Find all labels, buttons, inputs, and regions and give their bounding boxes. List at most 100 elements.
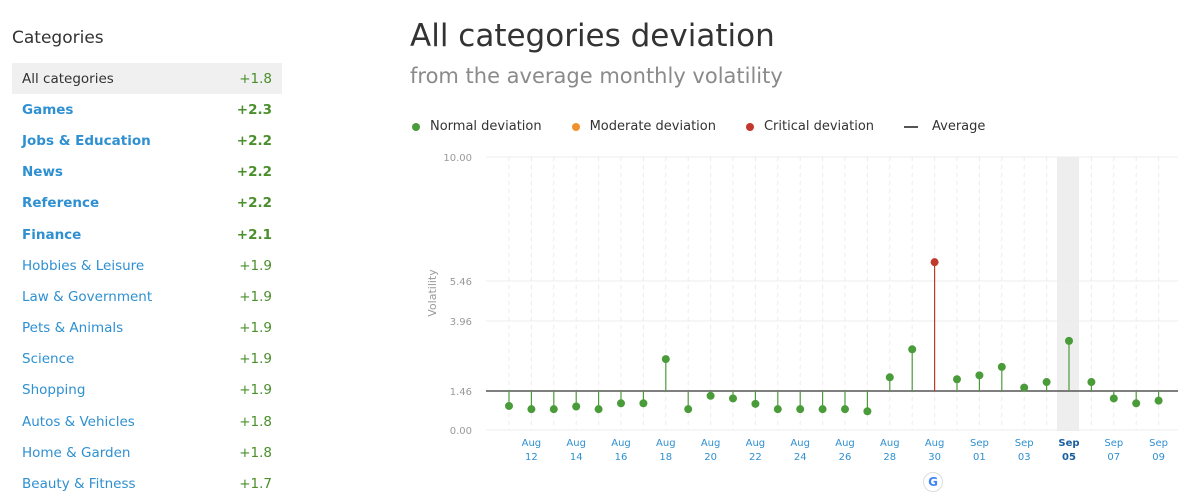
data-point: [729, 394, 737, 403]
data-point: [751, 399, 760, 408]
data-point: [997, 362, 1006, 371]
category-value: +2.2: [236, 195, 272, 212]
x-tick-month: Sep: [1149, 438, 1168, 449]
category-value: +1.8: [239, 413, 272, 430]
page-title: All categories deviation: [410, 18, 775, 54]
x-tick-day: 24: [794, 452, 807, 463]
data-point: [796, 405, 805, 414]
data-point: [885, 373, 894, 382]
category-item-home-garden[interactable]: Home & Garden +1.8: [12, 437, 282, 468]
category-value: +1.8: [239, 444, 272, 461]
data-point: [661, 355, 670, 364]
category-list: All categories +1.8 Games +2.3 Jobs & Ed…: [12, 63, 282, 500]
x-tick-month: Aug: [701, 438, 721, 449]
x-tick-day: 20: [704, 452, 717, 463]
category-value: +1.9: [239, 351, 272, 368]
x-tick-month: Aug: [656, 438, 676, 449]
category-label: Home & Garden: [22, 444, 131, 461]
category-item-games[interactable]: Games +2.3: [12, 94, 282, 125]
data-point: [594, 405, 603, 414]
data-point: [505, 401, 513, 410]
data-point: [841, 405, 849, 414]
category-item-reference[interactable]: Reference +2.2: [12, 188, 282, 219]
legend-critical[interactable]: Critical deviation: [745, 119, 875, 134]
x-tick-day: 28: [883, 452, 896, 463]
x-tick-day: 12: [525, 452, 538, 463]
x-tick-day: 01: [973, 452, 986, 463]
data-point: [1042, 378, 1051, 387]
x-tick-day: 18: [659, 452, 672, 463]
data-point: [863, 407, 872, 416]
data-point: [930, 258, 939, 267]
category-label: All categories: [22, 70, 114, 87]
category-item-autos-vehicles[interactable]: Autos & Vehicles +1.8: [12, 406, 282, 437]
category-item-news[interactable]: News +2.2: [12, 157, 282, 188]
data-point: [527, 405, 536, 414]
x-tick-day: 14: [570, 452, 583, 463]
moderate-dot-icon: [571, 122, 580, 131]
x-tick-day: 26: [839, 452, 852, 463]
category-value: +1.8: [239, 70, 272, 87]
legend-normal[interactable]: Normal deviation: [412, 119, 542, 134]
x-tick-month: Aug: [746, 438, 766, 449]
category-item-jobs-education[interactable]: Jobs & Education +2.2: [12, 125, 282, 156]
data-point: [1065, 336, 1073, 345]
category-value: +2.3: [236, 101, 272, 118]
category-item-finance[interactable]: Finance +2.1: [12, 219, 282, 250]
x-tick-month: Sep: [1058, 438, 1079, 449]
data-point: [975, 371, 984, 380]
y-tick-label: 10.00: [443, 153, 472, 164]
normal-dot-icon: [412, 122, 420, 131]
data-point: [639, 399, 648, 408]
category-item-shopping[interactable]: Shopping +1.9: [12, 375, 282, 406]
x-tick-month: Sep: [1015, 438, 1034, 449]
y-tick-label: 5.46: [450, 277, 472, 288]
category-label: Finance: [22, 226, 82, 243]
data-point: [908, 345, 917, 354]
category-value: +1.7: [239, 476, 272, 493]
category-item-law-government[interactable]: Law & Government +1.9: [12, 281, 282, 312]
x-tick-month: Aug: [880, 438, 900, 449]
x-tick-day: 30: [928, 452, 941, 463]
category-label: Jobs & Education: [22, 132, 151, 149]
average-line-icon: [904, 125, 919, 128]
x-tick-month: Aug: [522, 438, 542, 449]
category-item-beauty-fitness[interactable]: Beauty & Fitness +1.7: [12, 468, 282, 499]
x-tick-day: 09: [1152, 452, 1165, 463]
category-label: Reference: [22, 195, 100, 212]
x-tick-day: 07: [1107, 452, 1120, 463]
data-point: [617, 399, 625, 408]
y-tick-label: 0.00: [450, 426, 472, 437]
legend-critical-label: Critical deviation: [763, 119, 875, 134]
data-point: [549, 405, 558, 414]
category-label: News: [22, 164, 63, 181]
legend-average[interactable]: Average: [904, 119, 985, 134]
y-tick-label: 1.46: [450, 387, 472, 398]
category-item-all[interactable]: All categories +1.8: [12, 63, 282, 95]
category-label: Shopping: [22, 382, 86, 399]
x-tick-day: 05: [1062, 452, 1076, 463]
category-item-pets-animals[interactable]: Pets & Animals +1.9: [12, 313, 282, 344]
category-label: Science: [22, 351, 75, 368]
category-item-hobbies-leisure[interactable]: Hobbies & Leisure +1.9: [12, 250, 282, 281]
data-point: [1132, 399, 1141, 408]
category-label: Hobbies & Leisure: [22, 257, 145, 274]
legend-moderate-label: Moderate deviation: [589, 119, 716, 134]
data-point: [953, 375, 961, 384]
category-value: +2.2: [236, 164, 272, 181]
chart-legend: Normal deviation Moderate deviation Crit…: [412, 119, 1015, 134]
category-value: +2.2: [236, 132, 272, 149]
highlight-column: [1057, 157, 1079, 431]
legend-moderate[interactable]: Moderate deviation: [571, 119, 716, 134]
category-label: Pets & Animals: [22, 320, 124, 337]
category-label: Games: [22, 101, 74, 118]
x-tick-day: 22: [749, 452, 762, 463]
google-icon[interactable]: G: [923, 472, 943, 492]
data-point: [1109, 394, 1118, 403]
category-item-science[interactable]: Science +1.9: [12, 344, 282, 375]
critical-dot-icon: [745, 122, 754, 131]
category-value: +1.9: [239, 320, 272, 337]
x-tick-month: Sep: [970, 438, 989, 449]
x-tick-month: Sep: [1104, 438, 1123, 449]
category-label: Law & Government: [22, 288, 153, 305]
